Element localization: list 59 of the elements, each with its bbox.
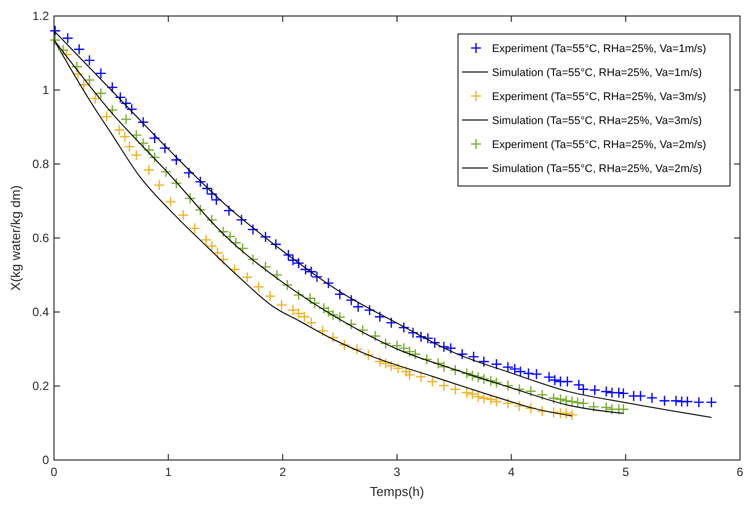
legend-label: Experiment (Ta=55°C, RHa=25%, Va=3m/s): [492, 91, 706, 103]
x-tick-label: 1: [164, 465, 172, 479]
point: [228, 264, 240, 276]
legend-label: Experiment (Ta=55°C, RHa=25%, Va=1m/s): [492, 43, 706, 55]
point: [392, 362, 404, 374]
legend-label: Experiment (Ta=55°C, RHa=25%, Va=2m/s): [492, 139, 706, 151]
x-tick-label: 6: [736, 465, 744, 479]
point: [100, 110, 112, 122]
point: [426, 376, 438, 388]
point: [78, 79, 90, 90]
y-tick-label: 0.2: [32, 379, 50, 393]
x-tick-label: 3: [394, 465, 401, 479]
x-tick-label: 5: [622, 465, 630, 479]
point: [514, 400, 525, 412]
y-tick-label: 0.4: [32, 305, 50, 319]
point: [351, 344, 363, 356]
point: [276, 299, 288, 311]
point: [327, 332, 339, 344]
point: [461, 387, 472, 398]
point: [188, 222, 200, 234]
legend-label: Simulation (Ta=55°C, RHa=25%, Va=3m/s): [492, 115, 702, 127]
x-axis-title: Temps(h): [370, 484, 424, 499]
point: [124, 140, 136, 152]
y-tick-label: 1: [42, 83, 50, 97]
point: [525, 402, 536, 414]
point: [548, 406, 560, 418]
y-tick-label: 0.6: [32, 231, 50, 245]
point: [415, 371, 427, 382]
point: [536, 406, 548, 417]
point: [560, 408, 572, 420]
point: [130, 149, 142, 161]
point: [478, 392, 490, 404]
point: [362, 349, 374, 361]
y-axis-title: X(kg water/kg dm): [8, 185, 23, 291]
point: [338, 339, 350, 351]
point: [450, 384, 461, 395]
point: [253, 281, 264, 292]
x-tick-label: 4: [508, 465, 515, 479]
point: [317, 325, 328, 337]
point: [154, 179, 165, 191]
x-tick-label: 0: [50, 465, 58, 479]
point: [178, 209, 189, 221]
legend-label: Simulation (Ta=55°C, RHa=25%, Va=2m/s): [492, 163, 702, 175]
point: [400, 366, 412, 378]
y-tick-label: 0.8: [32, 157, 50, 171]
y-tick-label: 1.2: [32, 9, 50, 23]
point: [438, 380, 450, 392]
point: [72, 68, 84, 80]
point: [90, 92, 101, 104]
x-tick-label: 2: [279, 465, 286, 479]
point: [164, 196, 176, 208]
legend-label: Simulation (Ta=55°C, RHa=25%, Va=1m/s): [492, 67, 702, 79]
point: [404, 369, 416, 381]
point: [566, 409, 578, 421]
point: [143, 164, 155, 176]
y-tick-label: 0: [42, 453, 50, 467]
point: [502, 398, 514, 410]
point: [242, 272, 253, 283]
point: [264, 290, 276, 302]
